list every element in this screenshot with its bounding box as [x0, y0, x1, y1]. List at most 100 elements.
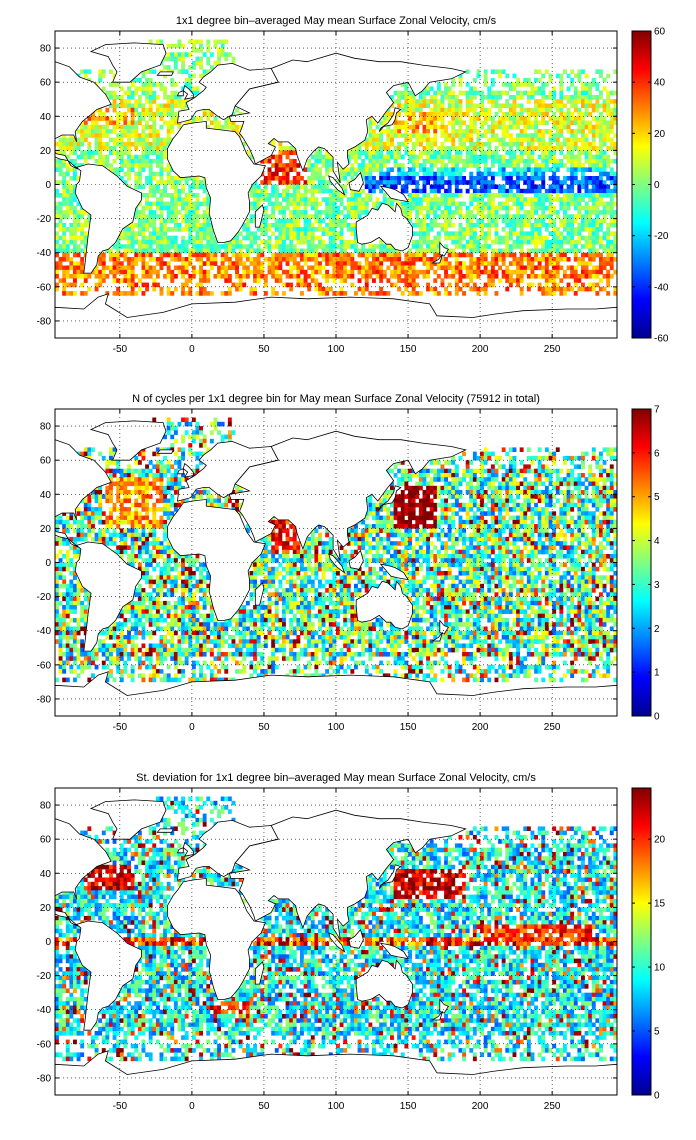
data-cell [87, 146, 92, 151]
data-cell [249, 231, 254, 236]
data-cell [346, 274, 351, 279]
data-cell [516, 278, 520, 283]
data-cell [220, 52, 225, 57]
data-cell [170, 421, 175, 427]
data-cell [307, 214, 312, 219]
data-cell [526, 82, 531, 87]
data-cell [318, 235, 322, 241]
data-cell [602, 116, 607, 121]
data-cell [426, 86, 430, 91]
data-cell [444, 197, 448, 202]
data-cell [390, 205, 394, 211]
data-cell [599, 158, 603, 164]
data-cell [537, 257, 542, 262]
data-cell [418, 116, 423, 121]
data-cell [137, 184, 142, 190]
data-cell [501, 129, 506, 134]
data-cell [310, 231, 315, 236]
data-cell [451, 167, 456, 172]
data-cell [260, 188, 265, 194]
data-cell [544, 150, 549, 155]
data-cell [339, 278, 344, 283]
data-cell [238, 286, 243, 292]
data-cell [166, 274, 171, 279]
data-cell [188, 231, 193, 236]
data-cell [397, 95, 402, 100]
data-cell [62, 282, 67, 288]
data-cell [181, 282, 185, 288]
data-cell [354, 239, 358, 245]
data-cell [112, 146, 117, 151]
data-cell [408, 137, 412, 143]
data-cell [101, 73, 106, 79]
data-cell [480, 460, 484, 465]
data-cell [346, 214, 351, 219]
data-cell [285, 235, 290, 241]
data-cell [170, 129, 175, 134]
data-cell [206, 222, 211, 228]
data-cell [483, 116, 488, 121]
data-cell [494, 95, 499, 100]
data-cell [602, 171, 607, 177]
data-cell [534, 184, 538, 190]
data-cell [195, 222, 200, 228]
data-cell [602, 193, 607, 198]
data-cell [519, 116, 524, 121]
data-cell [508, 231, 513, 236]
data-cell [422, 235, 427, 241]
data-cell [170, 210, 175, 215]
data-cell [76, 214, 81, 219]
data-cell [595, 214, 600, 219]
data-cell [422, 137, 427, 143]
data-cell [361, 269, 366, 275]
data-cell [361, 210, 366, 215]
data-cell [602, 248, 607, 254]
data-cell [159, 468, 164, 474]
data-cell [458, 129, 463, 134]
data-cell [364, 248, 369, 254]
data-cell [83, 451, 88, 457]
data-cell [181, 239, 185, 245]
data-cell [285, 269, 290, 275]
data-cell [245, 252, 250, 258]
data-cell [591, 201, 596, 207]
data-cell [109, 82, 113, 87]
data-cell [465, 265, 470, 271]
data-cell [483, 468, 488, 474]
data-cell [458, 278, 463, 283]
data-cell [426, 193, 430, 198]
data-cell [508, 176, 513, 181]
data-cell [397, 163, 402, 168]
data-cell [476, 176, 481, 181]
data-cell [98, 252, 103, 258]
data-cell [588, 188, 593, 194]
data-cell [599, 468, 603, 474]
data-cell [599, 257, 603, 262]
data-cell [245, 274, 250, 279]
data-cell [231, 120, 236, 126]
data-cell [483, 261, 488, 266]
data-cell [285, 150, 290, 155]
data-cell [181, 188, 185, 194]
data-cell [98, 146, 103, 151]
data-cell [148, 124, 153, 130]
data-cell [263, 257, 268, 262]
data-cell [400, 90, 405, 96]
data-cell [599, 133, 603, 138]
data-cell [364, 171, 369, 177]
data-cell [591, 244, 596, 249]
data-cell [101, 154, 106, 160]
data-cell [494, 124, 499, 130]
data-cell [159, 205, 164, 211]
data-cell [411, 112, 416, 117]
data-cell [451, 158, 456, 164]
data-cell [137, 120, 142, 126]
data-cell [148, 90, 153, 96]
data-cell [282, 193, 286, 198]
data-cell [408, 193, 412, 198]
data-cell [609, 455, 614, 461]
data-cell [498, 163, 502, 168]
data-cell [508, 447, 513, 452]
data-cell [487, 95, 492, 100]
data-cell [321, 257, 326, 262]
